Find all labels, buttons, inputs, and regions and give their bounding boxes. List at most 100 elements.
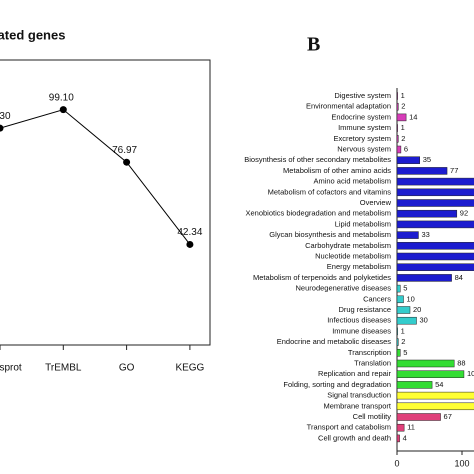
- value-label: 33: [421, 230, 429, 239]
- value-label: 76.97: [112, 145, 137, 156]
- category-label: Metabolism of cofactors and vitamins: [268, 187, 392, 196]
- bar: [396, 167, 448, 175]
- value-label: 54: [435, 380, 443, 389]
- bar: [396, 423, 405, 432]
- line: [0, 109, 191, 245]
- category-label: Immune system: [338, 123, 391, 132]
- category-label: Biosynthesis of other secondary metaboli…: [244, 155, 391, 164]
- bar: [396, 316, 417, 325]
- value-label: 5: [403, 284, 407, 293]
- bar: [396, 156, 420, 164]
- point: [123, 158, 131, 166]
- category-label: Overview: [360, 198, 392, 207]
- value-label: 35: [423, 155, 431, 164]
- bar: [396, 284, 401, 293]
- x-tick-label: GO: [119, 363, 135, 374]
- bar: [396, 327, 398, 336]
- value-label: 1: [401, 91, 405, 100]
- x-tick-label: 0: [394, 458, 399, 468]
- x-tick-label: TrEMBL: [45, 363, 82, 374]
- bar: [396, 145, 402, 154]
- chart-title: Annotated genes: [0, 27, 65, 42]
- category-label: Amino acid metabolism: [313, 177, 391, 186]
- category-label: Excretory system: [333, 134, 391, 143]
- value-label: 4: [403, 433, 407, 442]
- bar: [396, 188, 474, 197]
- category-label: Drug resistance: [338, 305, 391, 314]
- category-label: Xenobiotics biodegradation and metabolis…: [245, 209, 391, 218]
- bar: [396, 252, 474, 261]
- value-label: 92: [460, 209, 468, 218]
- category-label: Cell motility: [353, 412, 392, 421]
- panel-label: B: [307, 34, 320, 56]
- bar: [396, 92, 398, 100]
- category-label: Translation: [354, 358, 391, 367]
- point: [0, 124, 4, 132]
- value-label: 84: [455, 273, 463, 282]
- frame: [0, 59, 211, 346]
- category-label: Cell growth and death: [318, 433, 391, 442]
- value-label: 91.30: [0, 111, 11, 122]
- category-label: Glycan biosynthesis and metabolism: [269, 230, 391, 239]
- value-label: 11: [407, 423, 415, 432]
- point: [59, 106, 67, 114]
- bar: [396, 102, 399, 111]
- category-label: Endocrine and metabolic diseases: [277, 337, 391, 346]
- category-label: Metabolism of terpenoids and polyketides: [253, 273, 391, 282]
- category-label: Metabolism of other amino acids: [283, 166, 391, 175]
- category-label: Carbohydrate metabolism: [305, 241, 391, 250]
- value-label: 6: [404, 144, 408, 153]
- bar: [396, 124, 398, 132]
- bar: [396, 135, 399, 143]
- bar: [396, 209, 458, 218]
- value-label: 1: [401, 326, 405, 335]
- category-label: Energy metabolism: [327, 262, 391, 271]
- category-label: Replication and repair: [318, 369, 391, 378]
- value-label: 2: [401, 337, 405, 346]
- category-label: Transcription: [348, 348, 391, 357]
- value-label: 103: [467, 369, 474, 378]
- bar: [396, 113, 407, 122]
- category-label: Folding, sorting and degradation: [283, 380, 391, 389]
- category-label: Immune diseases: [332, 326, 391, 335]
- value-label: 20: [413, 305, 421, 314]
- value-label: 5: [403, 348, 407, 357]
- bar: [396, 434, 400, 443]
- point: [186, 240, 194, 248]
- value-label: 99.10: [49, 92, 74, 103]
- bar: [396, 413, 441, 421]
- value-label: 88: [457, 358, 465, 367]
- bar: [396, 220, 474, 229]
- category-label: Membrane transport: [323, 401, 391, 410]
- value-label: 2: [401, 102, 405, 111]
- value-label: 42.34: [177, 227, 202, 238]
- bar: [396, 263, 474, 271]
- bar: [396, 199, 474, 207]
- x-tick-label: KEGG: [175, 363, 204, 374]
- category-label: Infectious diseases: [327, 316, 391, 325]
- bar: [396, 402, 474, 411]
- category-label: Environmental adaptation: [306, 102, 391, 111]
- category-label: Neurodegenerative diseases: [296, 284, 392, 293]
- bar: [396, 349, 401, 357]
- value-label: 2: [401, 134, 405, 143]
- category-label: Lipid metabolism: [335, 219, 391, 228]
- bar: [396, 381, 433, 389]
- value-label: 77: [450, 166, 458, 175]
- x-tick-label: Swissprot: [0, 363, 22, 374]
- category-label: Signal transduction: [327, 391, 391, 400]
- category-label: Transport and catabolism: [307, 423, 391, 432]
- bar: [396, 338, 399, 346]
- value-label: 14: [409, 112, 417, 121]
- bar: [396, 295, 404, 304]
- category-label: Nucleotide metabolism: [315, 251, 391, 260]
- bar: [396, 177, 474, 186]
- category-label: Endocrine system: [331, 112, 391, 121]
- category-label: Nervous system: [337, 144, 391, 153]
- bar: [396, 359, 455, 368]
- bar: [396, 242, 474, 250]
- bar: [396, 306, 411, 314]
- value-label: 67: [444, 412, 452, 421]
